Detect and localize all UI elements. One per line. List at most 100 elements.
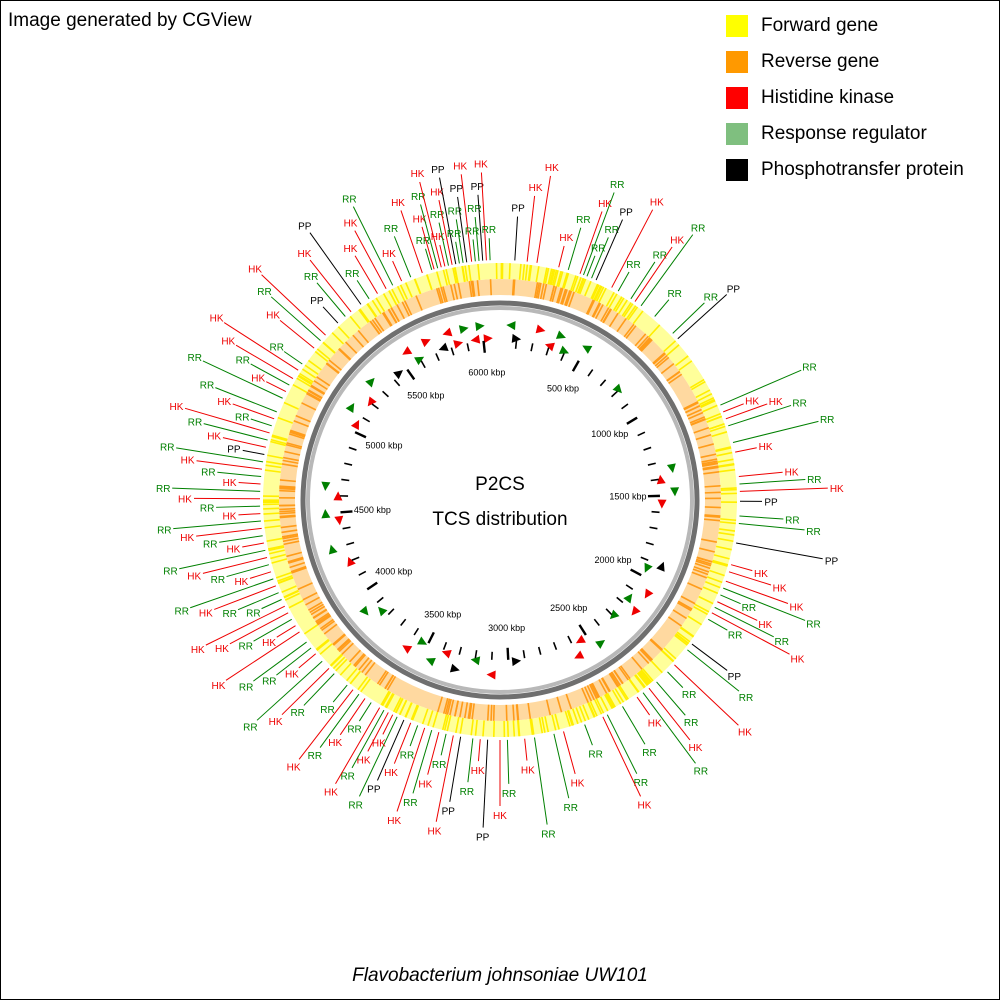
minor-tick xyxy=(605,608,613,616)
feature-callout-line xyxy=(440,733,447,756)
forward-gene-mark xyxy=(621,302,632,317)
reverse-gene-mark xyxy=(437,287,444,304)
reverse-gene-mark xyxy=(442,286,448,303)
forward-gene-mark xyxy=(455,716,460,733)
reverse-gene-mark xyxy=(701,460,718,465)
feature-callout-line xyxy=(725,580,789,604)
minor-tick xyxy=(611,390,618,398)
forward-gene-mark xyxy=(698,595,714,605)
feature-label: RR xyxy=(235,412,249,423)
forward-gene-mark xyxy=(593,285,602,301)
forward-gene-mark xyxy=(623,303,634,318)
forward-gene-mark xyxy=(717,458,734,463)
feature-label: HK xyxy=(648,718,662,729)
tick-label: 2500 kbp xyxy=(550,603,587,613)
forward-gene-mark xyxy=(642,668,654,682)
feature-label: RR xyxy=(591,243,605,254)
forward-gene-mark xyxy=(648,324,661,338)
reverse-gene-mark xyxy=(537,282,542,299)
feature-label: HK xyxy=(215,644,229,655)
reverse-gene-mark xyxy=(328,359,342,371)
feature-label: RR xyxy=(653,250,667,261)
forward-gene-mark xyxy=(263,512,280,515)
feature-labels: RRHKRRHKHKRRHKPPRRRRPPHKRRRRPPHKRRPPHKHK… xyxy=(156,160,844,844)
major-tick xyxy=(630,568,642,577)
feature-label: RR xyxy=(246,608,260,619)
feature-label: RR xyxy=(820,415,834,426)
reverse-gene-mark xyxy=(687,411,704,420)
feature-callout-line xyxy=(672,302,705,334)
forward-gene-mark xyxy=(636,672,649,687)
feature-label: HK xyxy=(598,199,612,210)
feature-callout-line xyxy=(472,239,476,262)
feature-callout-line xyxy=(567,227,582,271)
forward-gene-mark xyxy=(470,719,474,736)
feature-callout-line xyxy=(223,322,299,371)
forward-gene-mark xyxy=(518,263,522,280)
feature-callout-line xyxy=(728,571,772,586)
feature-label: RR xyxy=(634,778,648,789)
reverse-gene-mark xyxy=(390,307,400,323)
feature-callout-line xyxy=(488,238,491,261)
feature-label: PP xyxy=(825,556,839,567)
reverse-gene-mark xyxy=(376,670,388,685)
feature-label: RR xyxy=(682,690,696,701)
feature-label: RR xyxy=(447,229,461,240)
minor-tick xyxy=(400,618,407,626)
reverse-gene-mark xyxy=(284,450,301,456)
forward-gene-mark xyxy=(675,633,689,645)
feature-label: RR xyxy=(239,682,253,693)
feature-callout-line xyxy=(439,244,446,267)
minor-tick xyxy=(530,343,534,352)
reverse-gene-mark xyxy=(512,704,515,721)
tcs-marker xyxy=(511,657,522,667)
tcs-marker xyxy=(449,663,460,673)
minor-tick xyxy=(351,556,360,562)
feature-callout-line xyxy=(738,471,783,478)
reverse-gene-mark xyxy=(545,699,552,716)
reverse-gene-mark xyxy=(652,352,666,364)
reverse-gene-mark xyxy=(680,595,696,605)
forward-gene-mark xyxy=(579,278,587,295)
reverse-gene-mark xyxy=(565,693,573,710)
reverse-gene-mark xyxy=(295,414,311,423)
forward-gene-mark xyxy=(346,667,358,682)
reverse-gene-mark xyxy=(310,605,326,616)
feature-label: RR xyxy=(564,803,578,814)
feature-label: HK xyxy=(754,569,768,580)
response-regulator-swatch xyxy=(726,123,748,145)
reverse-gene-mark xyxy=(591,302,601,318)
feature-label: HK xyxy=(387,816,401,827)
reverse-gene-mark xyxy=(561,289,568,305)
reverse-gene-mark xyxy=(608,312,619,328)
feature-callout-line xyxy=(739,479,806,485)
forward-gene-mark xyxy=(709,569,725,577)
forward-gene-mark xyxy=(288,599,304,609)
feature-label: HK xyxy=(212,681,226,692)
forward-gene-mark xyxy=(521,264,526,281)
forward-gene-mark xyxy=(563,272,570,289)
forward-gene-mark xyxy=(330,654,343,667)
tcs-marker xyxy=(470,656,481,666)
reverse-gene-mark xyxy=(568,291,575,308)
forward-gene-mark xyxy=(477,263,481,281)
feature-label: HK xyxy=(670,236,684,247)
reverse-gene-mark xyxy=(685,405,701,414)
feature-callout-line xyxy=(477,194,484,261)
feature-callout-line xyxy=(238,513,261,516)
feature-label: HK xyxy=(830,484,844,495)
reverse-gene-mark xyxy=(527,702,532,720)
tcs-marker xyxy=(333,491,343,501)
reverse-gene-mark xyxy=(585,299,595,315)
reverse-gene-mark xyxy=(415,295,423,311)
reverse-gene-mark xyxy=(463,702,469,719)
feature-label: HK xyxy=(221,337,235,348)
feature-callout-line xyxy=(235,344,294,380)
forward-gene-mark xyxy=(553,270,559,286)
reverse-gene-mark xyxy=(683,401,699,411)
feature-label: RR xyxy=(806,620,820,631)
tick-label: 2000 kbp xyxy=(594,555,631,565)
feature-callout-line xyxy=(276,625,296,638)
reverse-gene-mark xyxy=(396,304,406,320)
reverse-gene-mark xyxy=(598,679,608,694)
